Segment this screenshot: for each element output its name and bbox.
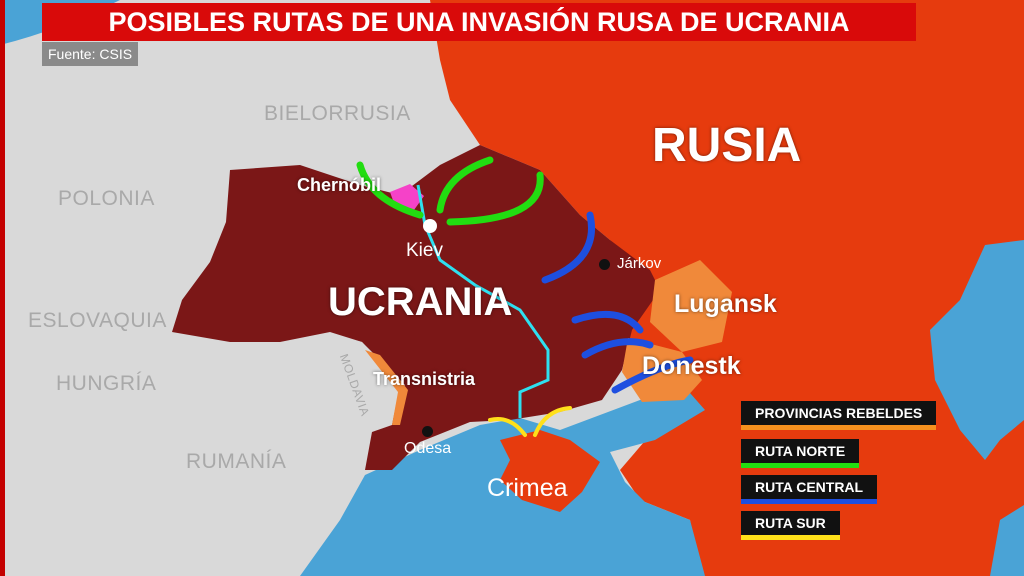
legend-south-route: RUTA SUR	[741, 511, 840, 540]
source-label: Fuente: CSIS	[42, 42, 139, 66]
label-belarus: BIELORRUSIA	[264, 102, 411, 125]
legend-rebel-provinces: PROVINCIAS REBELDES	[741, 401, 937, 430]
label-kiev: Kiev	[406, 240, 443, 261]
label-poland: POLONIA	[58, 187, 155, 210]
kiev-marker	[423, 219, 437, 233]
legend-swatch-orange	[741, 425, 937, 430]
transnistria-region	[365, 350, 408, 425]
moldova-region	[338, 336, 400, 432]
ukraine-region	[172, 145, 660, 470]
legend-label: PROVINCIAS REBELDES	[741, 401, 937, 425]
left-accent-bar	[0, 0, 5, 576]
label-transnistria: Transnistria	[373, 369, 476, 389]
label-hungary: HUNGRÍA	[56, 372, 157, 395]
label-russia: RUSIA	[652, 119, 802, 172]
legend-label: RUTA CENTRAL	[741, 475, 878, 499]
label-odesa: Odesa	[404, 440, 452, 457]
legend-label: RUTA NORTE	[741, 439, 860, 463]
odesa-marker	[422, 426, 433, 437]
label-kharkiv: Járkov	[617, 255, 662, 272]
legend-swatch-blue	[741, 499, 878, 504]
kharkiv-marker	[599, 259, 610, 270]
north-route-arrows	[356, 156, 544, 226]
central-route-arrows	[541, 211, 694, 394]
page-title: POSIBLES RUTAS DE UNA INVASIÓN RUSA DE U…	[42, 3, 916, 41]
label-chernobyl: Chernóbil	[297, 175, 381, 195]
legend-label: RUTA SUR	[741, 511, 840, 535]
lugansk-region	[650, 260, 732, 352]
dnieper-river	[416, 184, 550, 418]
south-route-arrows	[488, 406, 572, 437]
crimea-region	[500, 430, 600, 512]
legend-central-route: RUTA CENTRAL	[741, 475, 878, 504]
label-ukraine: UCRANIA	[328, 280, 513, 324]
legend-swatch-green	[741, 463, 860, 468]
label-donetsk: Donestk	[642, 352, 741, 380]
black-sea	[300, 393, 705, 576]
legend-north-route: RUTA NORTE	[741, 439, 860, 468]
legend-swatch-yellow	[741, 535, 840, 540]
caspian-sea	[930, 240, 1024, 460]
label-slovakia: ESLOVAQUIA	[28, 309, 167, 332]
sea-bottom-right	[990, 505, 1024, 576]
label-lugansk: Lugansk	[674, 290, 777, 318]
label-crimea: Crimea	[487, 474, 568, 502]
label-romania: RUMANÍA	[186, 450, 287, 473]
